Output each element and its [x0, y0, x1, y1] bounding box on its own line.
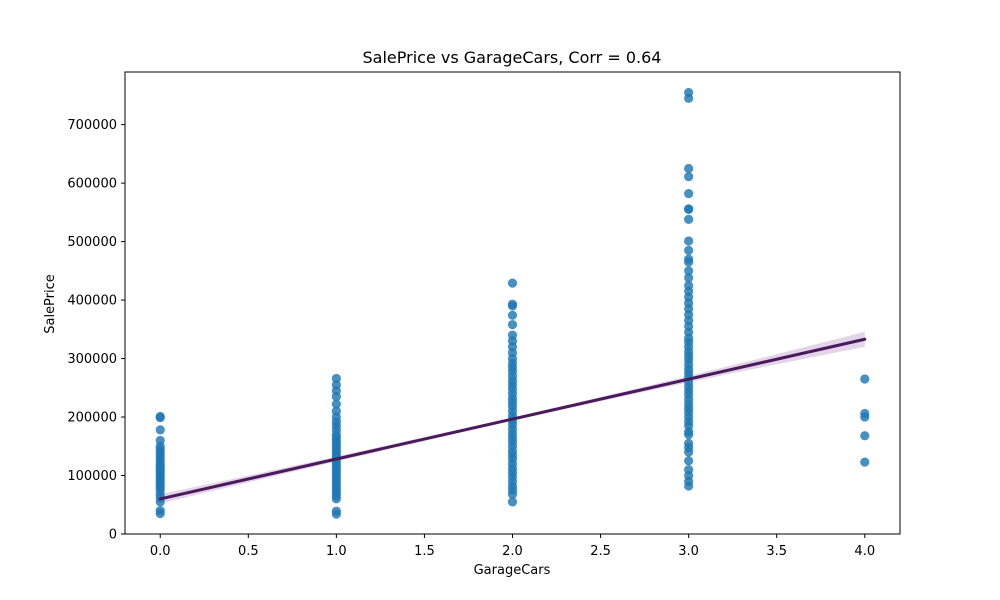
chart-title: SalePrice vs GarageCars, Corr = 0.64: [363, 48, 662, 67]
scatter-point: [684, 456, 694, 466]
scatter-point: [507, 299, 518, 309]
x-tick-label: 1.5: [414, 544, 435, 559]
scatter-point: [860, 408, 870, 419]
x-tick-label: 0.5: [238, 544, 259, 559]
y-tick-label: 400000: [67, 294, 117, 309]
scatter-point: [507, 320, 518, 330]
y-tick-label: 600000: [67, 177, 117, 192]
scatter-point: [684, 204, 694, 214]
scatter-point: [860, 457, 870, 467]
scatter-point: [155, 425, 165, 435]
x-tick-label: 1.0: [326, 544, 347, 559]
x-tick-label: 2.5: [590, 544, 611, 559]
scatter-point: [684, 172, 694, 182]
scatter-point: [155, 506, 165, 516]
scatter-point: [331, 399, 341, 409]
scatter-point: [331, 406, 341, 416]
x-tick-label: 2.0: [502, 544, 523, 559]
scatter-point: [860, 374, 870, 384]
scatter-point: [507, 497, 518, 507]
x-tick-label: 0.0: [150, 544, 171, 559]
scatter-point: [684, 438, 694, 448]
y-tick-label: 500000: [67, 235, 117, 250]
y-tick-label: 700000: [67, 118, 117, 133]
scatter-point: [684, 236, 694, 246]
y-axis-label: SalePrice: [43, 274, 58, 334]
x-axis-ticks: 0.0 0.5 1.0 1.5 2.0 2.5 3.0 3.5 4.0: [150, 534, 875, 559]
y-tick-label: 0: [109, 528, 117, 543]
scatter-point: [684, 245, 694, 255]
scatter-point: [331, 373, 341, 384]
plot-area: [155, 87, 870, 519]
regression-line: [158, 337, 867, 501]
scatter-point: [507, 310, 518, 320]
scatter-point: [507, 330, 518, 340]
scatter-point: [684, 87, 694, 98]
scatter-point: [684, 280, 694, 291]
scatter-point: [155, 435, 165, 446]
scatter-point: [331, 380, 341, 390]
scatter-point: [684, 273, 694, 283]
y-tick-label: 100000: [67, 469, 117, 484]
y-tick-label: 300000: [67, 352, 117, 367]
x-tick-label: 3.5: [766, 544, 787, 559]
x-tick-label: 3.0: [678, 544, 699, 559]
x-tick-label: 4.0: [854, 544, 875, 559]
scatter-point: [684, 254, 694, 264]
scatter-point: [684, 189, 694, 199]
y-tick-label: 200000: [67, 411, 117, 426]
x-axis-label: GarageCars: [474, 563, 551, 578]
scatter-point: [684, 465, 694, 475]
scatter-point: [155, 411, 165, 422]
scatter-point: [331, 506, 341, 516]
scatter-point: [684, 214, 694, 224]
scatter-point: [684, 163, 694, 174]
scatter-point: [507, 278, 518, 288]
y-axis-ticks: 0 100000 200000 300000 400000 500000 600000 700…: [67, 118, 125, 543]
scatter-point: [860, 431, 870, 441]
scatter-point: [684, 266, 694, 276]
